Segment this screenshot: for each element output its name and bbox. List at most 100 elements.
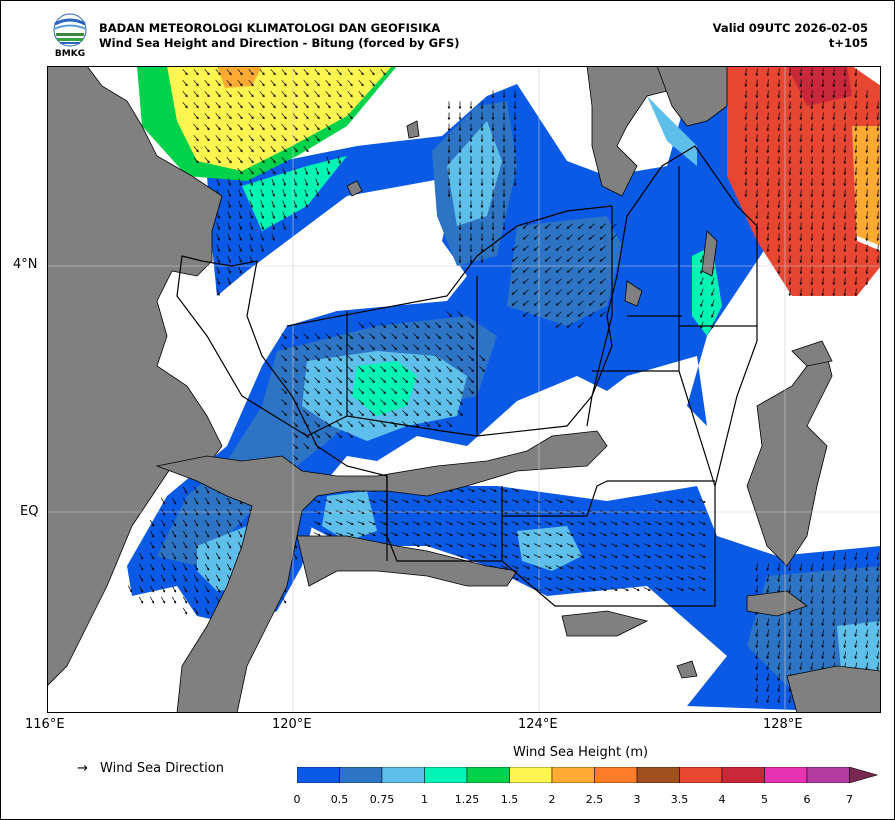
wind-arrow: [777, 233, 781, 242]
wind-arrow: [522, 521, 530, 525]
wind-arrow: [238, 255, 242, 263]
wind-arrow: [865, 596, 869, 605]
wind-arrow: [544, 499, 552, 503]
wind-arrow: [445, 532, 453, 536]
wind-arrow: [876, 607, 880, 616]
wave-band-4-5: [787, 66, 852, 106]
wave-band-1-1.25: [242, 156, 347, 231]
wind-arrow: [391, 366, 397, 372]
wave-band-0.75-1: [517, 526, 582, 571]
wind-arrow: [227, 200, 231, 208]
wind-arrow: [777, 618, 781, 627]
wind-arrow: [744, 189, 748, 198]
wave-band-0.75-1: [322, 491, 377, 541]
wind-arrow: [777, 673, 781, 682]
wind-arrow: [577, 521, 585, 525]
wind-arrow: [204, 113, 210, 120]
wind-arrow: [248, 168, 254, 175]
wind-arrow: [489, 543, 497, 547]
wind-arrow: [566, 245, 573, 251]
wind-arrow: [456, 499, 464, 503]
wind-arrow: [424, 399, 430, 405]
wind-arrow: [271, 200, 275, 208]
wind-arrow: [876, 200, 880, 209]
wind-arrow: [522, 565, 530, 569]
wind-arrow: [447, 156, 451, 165]
colorbar-segment: [466, 767, 510, 783]
wind-arrow: [292, 135, 298, 142]
wind-arrow: [237, 113, 243, 120]
wind-arrow: [446, 388, 452, 394]
wind-arrow: [282, 167, 286, 175]
colorbar-segment: [679, 767, 723, 783]
wind-arrow: [237, 69, 243, 76]
wind-arrow: [204, 585, 210, 593]
wind-arrow: [854, 68, 858, 77]
wind-arrow: [447, 189, 451, 198]
wind-arrow: [854, 112, 858, 121]
wind-arrow: [522, 543, 530, 547]
wind-arrow: [665, 499, 673, 503]
wind-arrow: [865, 266, 869, 275]
wind-arrow: [469, 156, 473, 165]
wind-arrow: [413, 410, 419, 416]
wind-arrow: [260, 178, 264, 186]
wind-arrow: [281, 113, 287, 120]
wind-arrow: [314, 333, 320, 339]
wind-arrow: [599, 576, 607, 580]
wind-arrow: [799, 662, 803, 671]
wind-arrow: [865, 618, 869, 627]
wind-arrow: [325, 388, 331, 394]
wind-arrow: [777, 178, 781, 187]
wind-arrow: [700, 277, 704, 285]
wind-arrow: [577, 322, 584, 328]
wind-arrow: [468, 366, 474, 372]
wind-arrow: [303, 377, 309, 383]
wind-arrow: [368, 499, 376, 503]
wind-arrow: [810, 277, 814, 286]
wind-arrow: [788, 156, 792, 165]
wind-arrow: [788, 255, 792, 264]
wind-arrow: [522, 278, 529, 284]
valid-time: Valid 09UTC 2026-02-05: [712, 21, 868, 35]
wind-arrow: [491, 211, 495, 220]
wind-arrow: [854, 266, 858, 275]
wind-arrow: [876, 585, 880, 594]
wind-arrow: [314, 377, 320, 383]
wind-arrow: [315, 189, 319, 197]
wind-arrow: [182, 563, 188, 571]
wind-arrow: [788, 189, 792, 198]
wind-arrow: [632, 554, 640, 558]
wind-arrow: [480, 233, 484, 242]
wind-arrow: [380, 322, 386, 328]
wind-arrow: [292, 454, 298, 460]
wind-arrow: [843, 651, 847, 660]
wind-arrow: [832, 178, 836, 187]
wind-arrow: [799, 134, 803, 143]
wind-arrow: [599, 311, 606, 317]
wind-arrow: [766, 563, 770, 572]
wind-arrow: [226, 124, 232, 131]
wind-arrow: [458, 134, 462, 143]
wind-arrow: [821, 640, 825, 649]
wind-arrow: [390, 532, 398, 536]
wind-arrow: [502, 156, 506, 165]
wind-arrow: [270, 146, 276, 153]
wind-arrow: [665, 576, 673, 580]
wind-arrow: [799, 651, 803, 660]
wind-arrow: [744, 112, 748, 121]
wind-arrow: [821, 574, 825, 583]
wind-arrow: [138, 552, 144, 560]
wind-arrow: [788, 222, 792, 231]
wind-arrow: [777, 90, 781, 99]
wind-arrow: [555, 521, 563, 525]
wind-arrow: [555, 587, 563, 591]
wind-arrow: [435, 344, 441, 350]
wind-arrow: [270, 80, 276, 87]
wind-arrow: [226, 91, 232, 98]
wind-arrow: [260, 200, 264, 208]
wind-arrow: [446, 399, 452, 405]
wind-arrow: [271, 222, 275, 230]
wind-sea-direction-arrows: [127, 68, 880, 704]
wind-arrow: [700, 321, 704, 329]
